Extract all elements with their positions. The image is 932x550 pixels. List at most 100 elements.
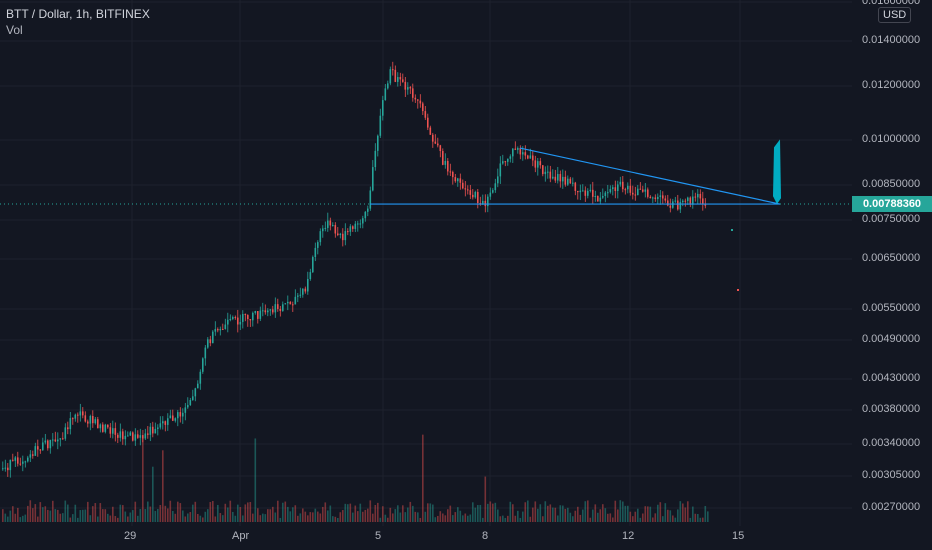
candle-body — [539, 161, 542, 166]
volume-bar — [142, 430, 144, 522]
candle-body — [119, 431, 122, 438]
stray-mark — [731, 229, 733, 231]
candle-body — [99, 424, 102, 429]
candle-body — [664, 198, 667, 201]
volume-bar — [664, 503, 667, 522]
volume-bar — [522, 511, 524, 522]
candle-body — [619, 181, 622, 185]
candle-body — [129, 432, 132, 436]
volume-bar — [42, 507, 44, 522]
candle-body — [587, 190, 589, 196]
volume-bar — [357, 511, 359, 522]
candle-body — [172, 415, 174, 421]
candle-body — [582, 190, 584, 192]
candle-body — [612, 187, 614, 190]
volume-bar — [194, 501, 197, 522]
candle-body — [277, 304, 279, 309]
time-axis[interactable]: 29 Apr 5 8 12 15 — [0, 526, 852, 550]
currency-badge[interactable]: USD — [878, 7, 912, 23]
volume-bar — [157, 508, 159, 522]
volume-bar — [564, 508, 567, 522]
volume-bar — [77, 517, 79, 522]
volume-bar — [469, 514, 472, 522]
volume-bar — [269, 509, 272, 522]
volume-bar — [384, 514, 387, 522]
volume-bar — [332, 516, 334, 522]
candle-body — [622, 181, 624, 190]
volume-bar — [79, 510, 82, 522]
candle-body — [314, 247, 317, 258]
time-tick-label: 29 — [124, 530, 137, 542]
candle-body — [494, 183, 497, 191]
candle-body — [412, 88, 414, 98]
candle-body — [427, 117, 429, 128]
candle-body — [614, 187, 617, 191]
symbol-title[interactable]: BTT / Dollar, 1h, BITFINEX — [6, 7, 150, 21]
volume-bar — [559, 505, 562, 522]
volume-bar — [477, 505, 479, 522]
volume-bar — [537, 508, 539, 522]
volume-bar — [607, 513, 609, 522]
volume-bar — [127, 516, 129, 522]
volume-bar — [474, 507, 477, 522]
volume-bar — [227, 507, 229, 522]
volume-bar — [617, 509, 619, 522]
candle-body — [667, 200, 669, 206]
candle-body — [107, 424, 109, 428]
volume-bar — [487, 503, 489, 522]
volume-bar — [642, 513, 644, 522]
candle-body — [504, 161, 507, 163]
candle-body — [244, 314, 247, 316]
candle-body — [309, 272, 312, 280]
volume-bar — [72, 514, 74, 522]
candle-body — [617, 184, 619, 191]
candle-body — [17, 457, 19, 464]
price-tick-label: 0.01000000 — [862, 133, 921, 145]
volume-bar — [122, 505, 124, 522]
volume-bar — [27, 505, 29, 522]
volume-bar — [339, 512, 342, 522]
volume-bar — [452, 515, 454, 522]
volume-bar — [92, 506, 94, 522]
candle-body — [229, 318, 232, 320]
candle-body — [254, 311, 257, 313]
price-tick-label: 0.00750000 — [862, 213, 921, 225]
volume-bar — [147, 501, 149, 522]
volume-bar — [182, 510, 184, 522]
volume-bar — [539, 504, 542, 522]
candle-body — [452, 171, 454, 178]
volume-bar — [699, 517, 702, 522]
volume-bar — [117, 517, 119, 522]
volume-bar — [337, 517, 339, 522]
volume-bar — [87, 501, 89, 522]
volume-bar — [74, 504, 77, 522]
candle-body — [114, 428, 117, 435]
candle-body — [392, 69, 394, 71]
volume-label[interactable]: Vol — [6, 23, 23, 37]
volume-bar — [172, 510, 174, 522]
volume-bar — [434, 517, 437, 522]
volume-bar — [114, 516, 117, 522]
candle-body — [442, 151, 444, 165]
volume-bar — [37, 516, 39, 522]
projection-arrow — [773, 139, 781, 205]
volume-bar — [602, 504, 604, 522]
volume-bar — [24, 514, 27, 522]
volume-bar — [154, 510, 157, 522]
price-axis[interactable]: 0.01600000 0.01400000 0.01200000 0.01000000… — [852, 0, 932, 526]
candle-body — [682, 200, 684, 203]
candle-body — [164, 421, 167, 425]
candle-body — [154, 428, 157, 434]
candle-body — [264, 310, 267, 313]
volume-bar — [629, 511, 632, 522]
volume-bar — [342, 510, 344, 522]
volume-bar — [387, 517, 389, 522]
candle-body — [9, 459, 12, 471]
candle-body — [94, 419, 97, 424]
volume-bar — [577, 506, 579, 522]
volume-bar — [547, 505, 549, 522]
candle-body — [652, 197, 654, 199]
candle-body — [304, 288, 307, 292]
candle-body — [204, 347, 207, 359]
